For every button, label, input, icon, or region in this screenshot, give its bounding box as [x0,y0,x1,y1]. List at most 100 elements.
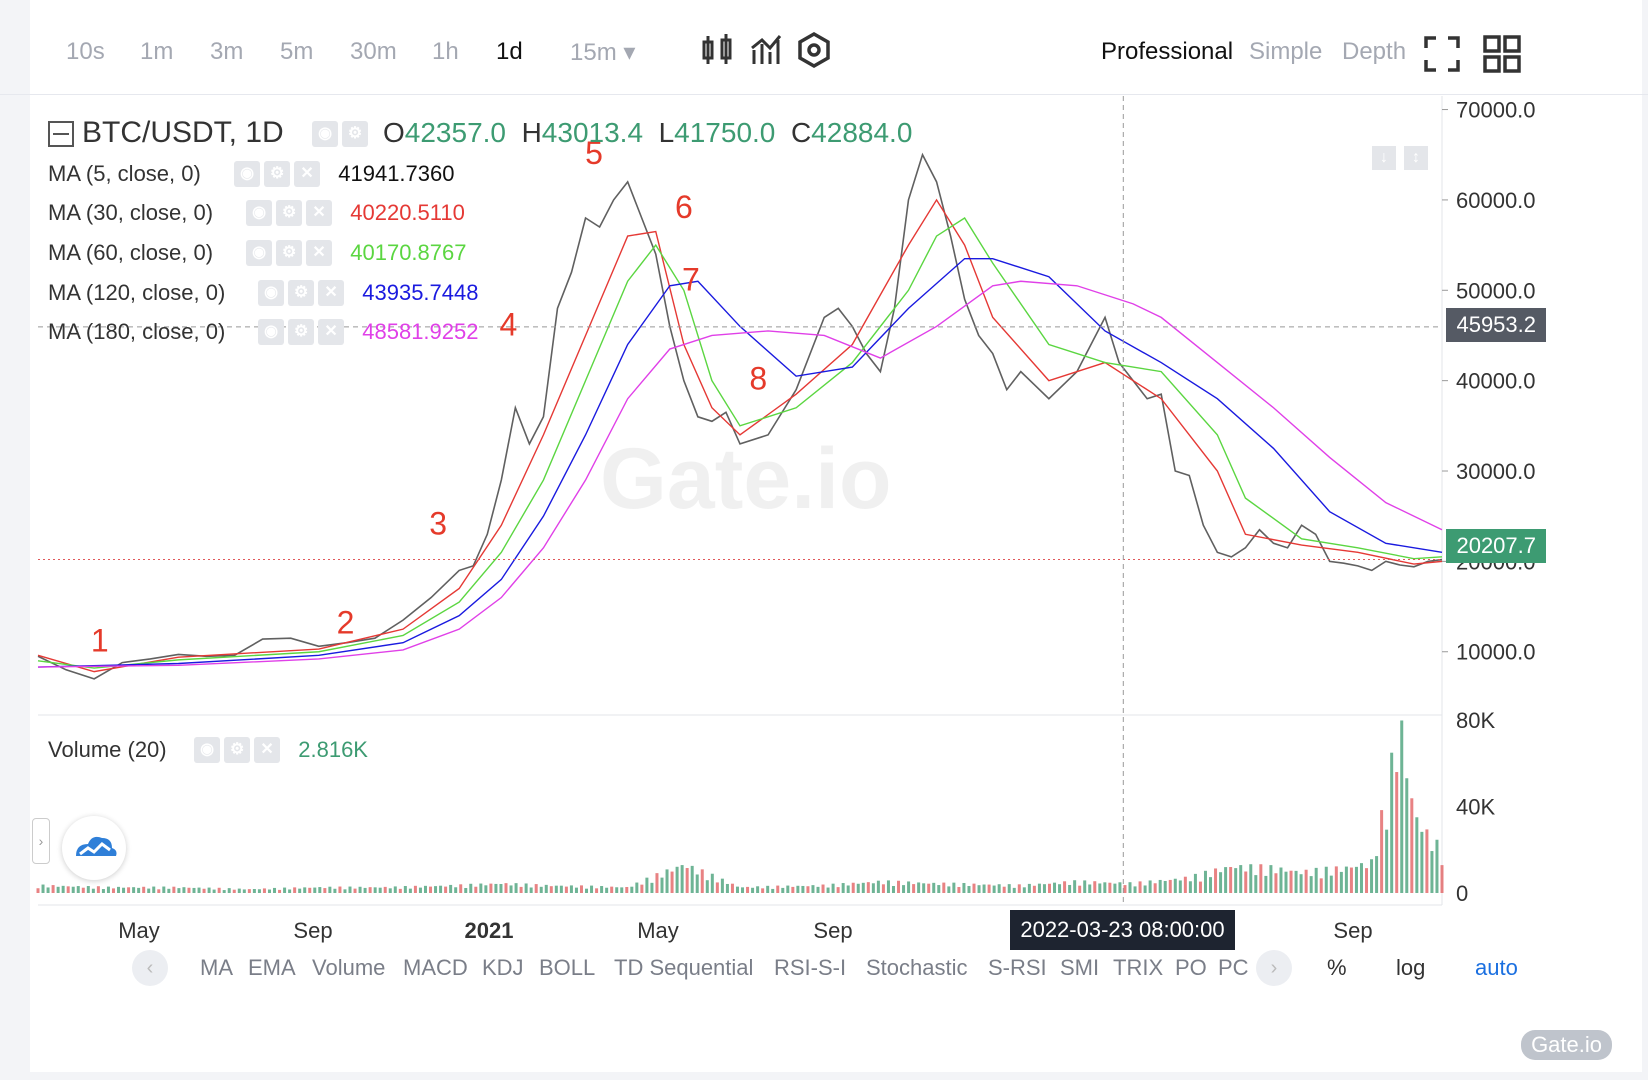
volume-bar [544,884,548,893]
indicator-td-sequential[interactable]: TD Sequential [614,955,754,980]
mode-depth[interactable]: Depth [1342,38,1407,65]
close-icon[interactable]: ✕ [306,200,333,227]
collapse-icon[interactable] [48,121,74,148]
eye-icon[interactable]: ◉ [246,200,273,227]
close-icon[interactable]: ✕ [318,280,345,307]
layout-grid-icon[interactable] [1482,34,1522,74]
timeframe-15m-dropdown[interactable]: 15m ▾ [570,39,636,66]
volume-bar [610,886,614,893]
indicator-kdj[interactable]: KDJ [482,955,524,980]
gear-icon[interactable]: ⚙ [288,319,315,346]
volume-bar [1203,870,1207,893]
volume-bar [484,885,488,893]
scroll-left-icon[interactable]: ‹ [132,950,168,986]
timeframe-30m[interactable]: 30m [350,38,397,65]
volume-bar [816,886,820,893]
volume-bar [288,889,292,893]
auto-toggle[interactable]: auto [1475,955,1518,980]
gear-icon[interactable]: ⚙ [264,161,291,188]
cloud-chart-icon [76,836,117,856]
close-icon[interactable]: ✕ [254,737,281,764]
volume-bar [1103,882,1107,893]
volume-bar [1229,867,1233,893]
eye-icon[interactable]: ◉ [258,280,285,307]
indicator-smi[interactable]: SMI [1060,955,1100,980]
expand-vertical-icon[interactable]: ↕ [1404,146,1428,170]
mode-professional[interactable]: Professional [1101,38,1234,65]
indicator-ema[interactable]: EMA [248,955,296,980]
volume-bar [257,889,261,893]
volume-bar [117,886,121,893]
indicator-ma[interactable]: MA [200,955,233,980]
volume-bar [1324,866,1328,893]
timeframe-10s[interactable]: 10s [66,38,105,65]
timeframe-5m[interactable]: 5m [280,38,314,65]
volume-bar [489,883,493,893]
eye-icon[interactable]: ◉ [258,319,285,346]
volume-bar [1098,883,1102,893]
gear-icon[interactable]: ⚙ [342,121,369,148]
volume-bar [1259,864,1263,893]
mode-simple[interactable]: Simple [1249,38,1323,65]
volume-bar [751,887,755,893]
y-tick-label: 70000.0 [1456,98,1536,123]
close-icon[interactable]: ✕ [294,161,321,188]
volume-bar [811,885,815,893]
scroll-right-icon[interactable]: › [1256,950,1292,986]
eye-icon[interactable]: ◉ [234,161,261,188]
candlestick-icon[interactable] [698,30,738,70]
volume-bar [273,887,277,893]
volume-bar [1178,880,1182,893]
indicator-trix[interactable]: TRIX [1113,955,1164,980]
close-icon[interactable]: ✕ [318,319,345,346]
volume-bar [695,874,699,893]
fullscreen-icon[interactable] [1422,34,1462,74]
percent-toggle[interactable]: % [1327,955,1347,980]
volume-bar [1400,720,1404,893]
eye-icon[interactable]: ◉ [312,121,339,148]
gear-icon[interactable]: ⚙ [288,280,315,307]
indicator-chart-icon[interactable] [746,30,786,70]
legend-ma5-label: MA (5, close, 0) [48,161,201,187]
volume-bar [987,884,991,893]
volume-bar [942,882,946,893]
volume-bar [469,883,473,893]
indicator-rsi-s-i[interactable]: RSI-S-I [774,955,847,980]
indicator-stochastic[interactable]: Stochastic [866,955,968,980]
settings-icon[interactable] [794,30,834,70]
volume-bar [645,877,649,893]
volume-bar [821,884,825,893]
indicator-volume[interactable]: Volume [312,955,386,980]
scroll-down-icon[interactable]: ↓ [1372,146,1396,170]
gear-icon[interactable]: ⚙ [224,737,251,764]
timeframe-1d[interactable]: 1d [496,38,523,65]
indicator-po[interactable]: PO [1175,955,1207,980]
timeframe-3m[interactable]: 3m [210,38,244,65]
eye-icon[interactable]: ◉ [246,240,273,267]
timeframe-1m[interactable]: 1m [140,38,174,65]
volume-bar [590,885,594,893]
volume-bar [509,885,513,893]
indicator-boll[interactable]: BOLL [539,955,596,980]
volume-bar [303,887,307,893]
eye-icon[interactable]: ◉ [194,737,221,764]
last-price-tag: 20207.7 [1446,529,1546,563]
app-logo-button[interactable] [62,816,126,880]
log-toggle[interactable]: log [1396,955,1426,980]
indicator-pc[interactable]: PC [1218,955,1249,980]
timeframe-1h[interactable]: 1h [432,38,459,65]
volume-bar [1269,865,1273,893]
volume-bar [1183,876,1187,893]
gear-icon[interactable]: ⚙ [276,240,303,267]
close-value: 42884.0 [811,117,913,148]
close-icon[interactable]: ✕ [306,240,333,267]
indicator-macd[interactable]: MACD [403,955,468,980]
volume-bar [122,887,126,893]
gear-icon[interactable]: ⚙ [276,200,303,227]
volume-bar [1093,881,1097,893]
collapse-panel-handle[interactable]: › [32,818,50,864]
indicator-s-rsi[interactable]: S-RSI [988,955,1047,980]
wave-label: 8 [749,361,767,397]
volume-bar [454,887,458,893]
